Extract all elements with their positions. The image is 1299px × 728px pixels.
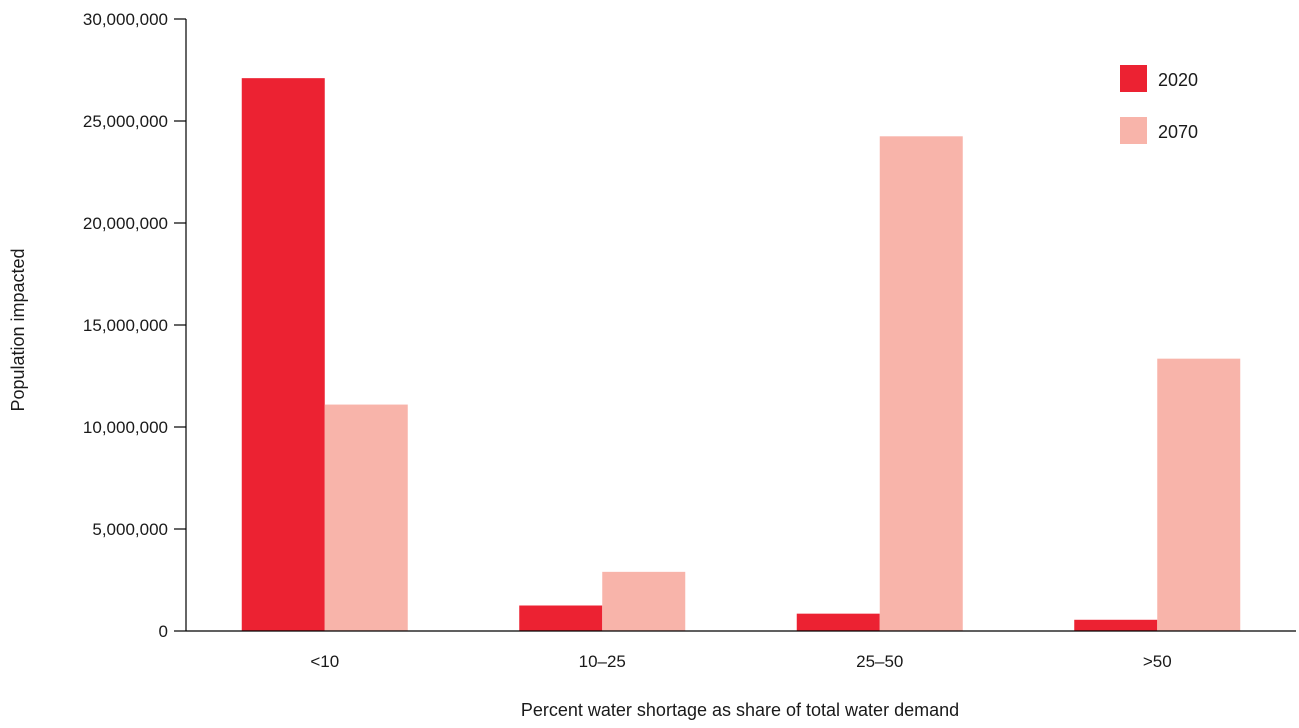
x-tick-label: 10–25 xyxy=(579,652,626,671)
legend: 2020 2070 xyxy=(1120,65,1198,144)
y-tick-label: 15,000,000 xyxy=(83,316,168,335)
legend-label: 2070 xyxy=(1158,122,1198,142)
bar-2070-1 xyxy=(602,571,686,631)
y-tick-label: 20,000,000 xyxy=(83,214,168,233)
x-tick-label: 25–50 xyxy=(856,652,903,671)
legend-label: 2020 xyxy=(1158,70,1198,90)
bar-2020-3 xyxy=(1074,619,1158,631)
y-tick-label: 30,000,000 xyxy=(83,10,168,29)
bar-2070-0 xyxy=(324,404,408,631)
y-tick-label: 10,000,000 xyxy=(83,418,168,437)
y-axis-ticks: 0 5,000,000 10,000,000 15,000,000 20,000,000… xyxy=(83,10,186,641)
x-axis-title: Percent water shortage as share of total… xyxy=(521,700,959,720)
legend-swatch-2020 xyxy=(1120,65,1147,92)
legend-swatch-2070 xyxy=(1120,117,1147,144)
bar-group xyxy=(241,78,1241,632)
x-tick-label: >50 xyxy=(1143,652,1172,671)
y-tick-label: 25,000,000 xyxy=(83,112,168,131)
y-tick-label: 5,000,000 xyxy=(92,520,168,539)
y-axis-title: Population impacted xyxy=(8,248,28,411)
bar-2020-1 xyxy=(519,605,603,631)
bar-2070-2 xyxy=(879,136,963,632)
x-tick-label: <10 xyxy=(310,652,339,671)
bar-2020-2 xyxy=(796,613,880,631)
bar-2070-3 xyxy=(1157,358,1241,631)
y-tick-label: 0 xyxy=(159,622,168,641)
bar-2020-0 xyxy=(241,78,325,631)
x-axis-ticks: <10 10–25 25–50 >50 xyxy=(310,652,1171,671)
